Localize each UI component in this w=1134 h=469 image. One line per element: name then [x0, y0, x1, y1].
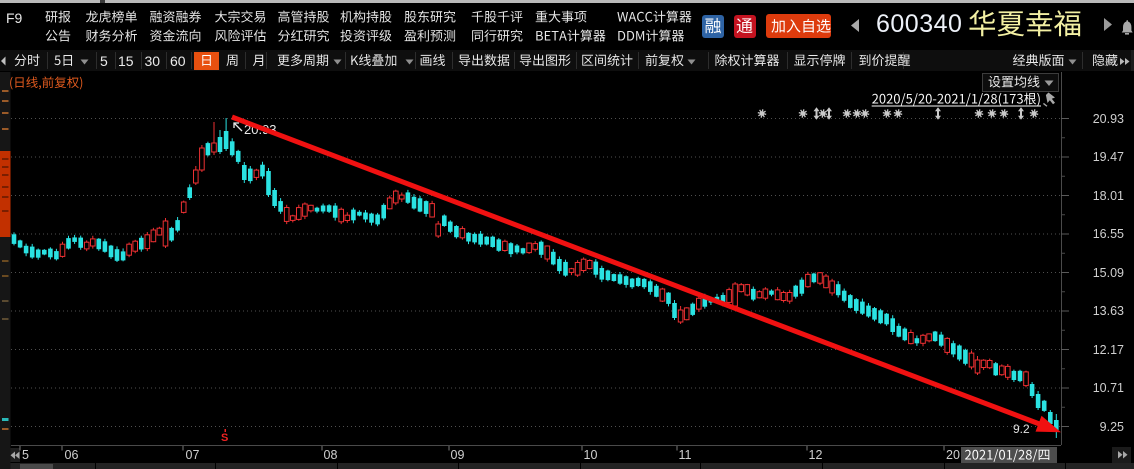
- svg-text:S: S: [221, 432, 228, 444]
